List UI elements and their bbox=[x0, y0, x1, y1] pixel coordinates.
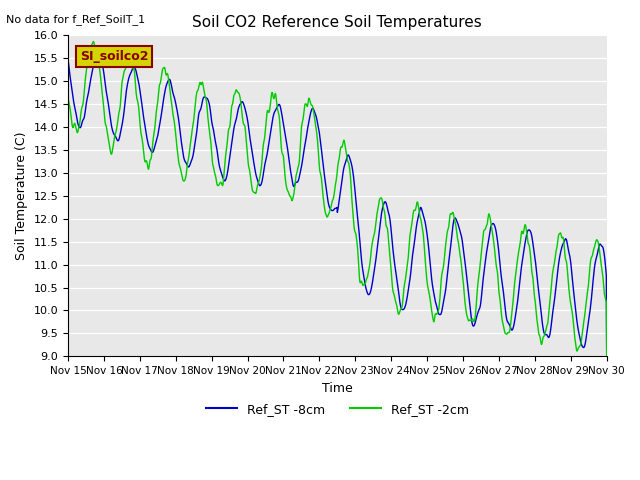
Ref_ST -8cm bbox=[603, 353, 611, 359]
Ref_ST -8cm bbox=[289, 181, 297, 187]
Y-axis label: Soil Temperature (C): Soil Temperature (C) bbox=[15, 132, 28, 260]
Ref_ST -8cm bbox=[556, 257, 563, 263]
X-axis label: Time: Time bbox=[322, 382, 353, 395]
Ref_ST -2cm bbox=[64, 95, 72, 100]
Ref_ST -8cm bbox=[420, 215, 428, 221]
Text: No data for f_Ref_SoilT_1: No data for f_Ref_SoilT_1 bbox=[6, 14, 145, 25]
Line: Ref_ST -2cm: Ref_ST -2cm bbox=[68, 42, 607, 356]
Ref_ST -8cm bbox=[276, 102, 284, 108]
Ref_ST -8cm bbox=[184, 163, 191, 168]
Ref_ST -2cm bbox=[289, 196, 297, 202]
Legend: Ref_ST -8cm, Ref_ST -2cm: Ref_ST -8cm, Ref_ST -2cm bbox=[200, 398, 474, 420]
Ref_ST -2cm bbox=[603, 353, 611, 359]
Ref_ST -2cm bbox=[184, 161, 191, 167]
Line: Ref_ST -8cm: Ref_ST -8cm bbox=[68, 52, 607, 356]
Ref_ST -2cm bbox=[509, 301, 516, 307]
Ref_ST -8cm bbox=[64, 57, 72, 62]
Ref_ST -2cm bbox=[276, 120, 284, 126]
Text: SI_soilco2: SI_soilco2 bbox=[80, 50, 148, 63]
Ref_ST -2cm bbox=[556, 231, 563, 237]
Ref_ST -8cm bbox=[93, 49, 100, 55]
Ref_ST -2cm bbox=[420, 242, 428, 248]
Title: Soil CO2 Reference Soil Temperatures: Soil CO2 Reference Soil Temperatures bbox=[193, 15, 482, 30]
Ref_ST -2cm bbox=[90, 39, 97, 45]
Ref_ST -8cm bbox=[509, 326, 516, 332]
